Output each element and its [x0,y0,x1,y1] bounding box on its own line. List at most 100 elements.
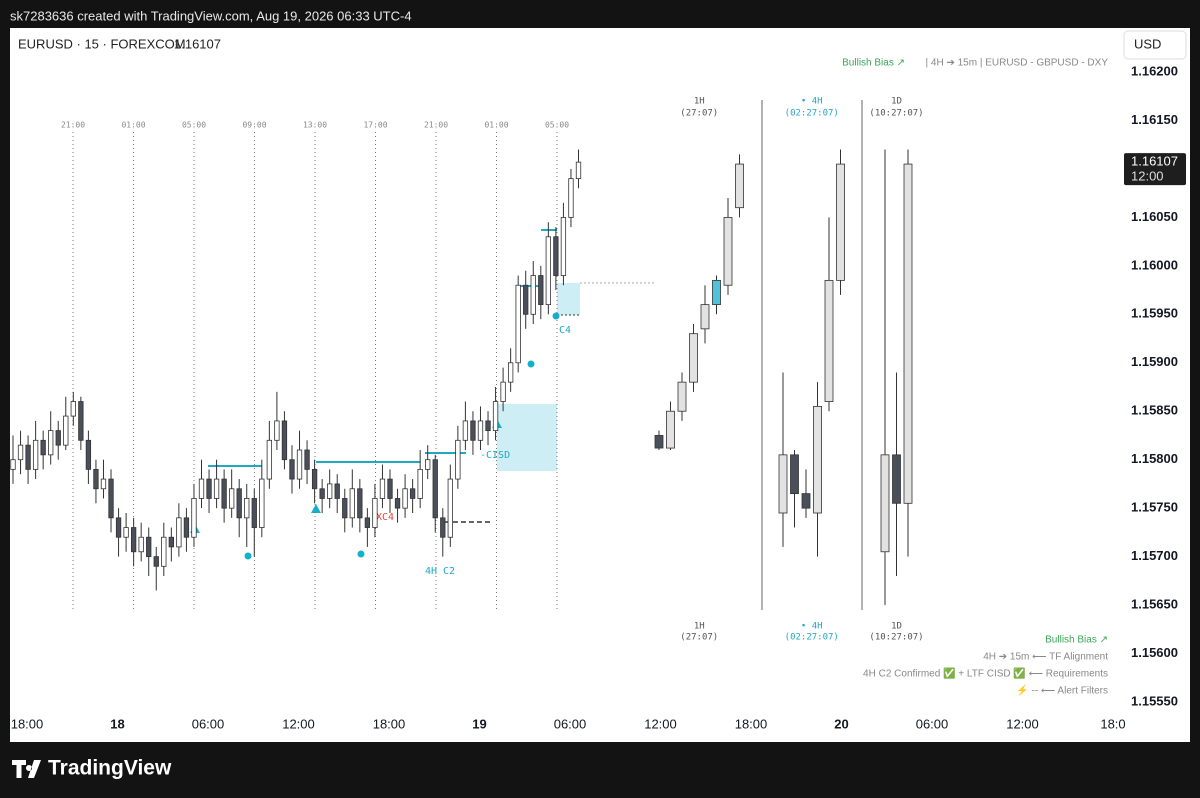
candle-body [206,478,212,499]
brand: TradingView [48,757,172,780]
candle-body [327,483,333,499]
panel-timer: (27:07) [680,633,718,643]
candle-body [161,536,167,567]
fvg-box [497,404,557,471]
candle-body [500,381,506,402]
cisd-label: -CISD [480,450,510,461]
candle-body [221,478,227,509]
panel-label: • 4H [801,622,823,632]
candle-body [198,478,205,499]
session-label: 17:00 [363,121,387,130]
candle-body [32,439,39,470]
candle-body [462,420,469,441]
candle-body [55,430,61,446]
candle-body [470,420,476,441]
top-bias: Bullish Bias ↗ [842,58,905,69]
candle-body [213,478,220,499]
candle-body [93,468,99,490]
candle-body [108,478,114,519]
candle-body [251,498,257,528]
last-price: 1.16107 [174,36,221,51]
candle-body [40,439,46,456]
panel-label: 1D [891,97,902,107]
candle-body [100,478,107,490]
candle-body [25,444,31,470]
candle-body [447,478,453,538]
price-box [1124,153,1186,186]
note-line: 4H C2 Confirmed ✅ + LTF CISD ✅ ⟵ Require… [863,667,1108,680]
time-label: 06:00 [916,716,949,731]
candle-body [281,420,288,461]
candle-body [568,178,574,218]
candle-body [379,478,386,499]
candle-body [417,468,423,499]
candle-body [63,415,69,446]
candle-body [523,284,529,315]
panel-timer: (10:27:07) [869,633,923,643]
panel-timer: (02:27:07) [785,109,839,119]
candle-body [78,401,84,441]
candle-body [432,459,438,519]
candle-body [409,488,416,499]
price-box-timer: 12:00 [1131,169,1164,184]
candle-body [342,498,348,519]
candle-body [153,556,159,567]
candle-body [70,401,76,417]
panel-timer: (27:07) [680,109,718,119]
candle-body [183,517,190,538]
time-label: 18 [110,716,124,731]
chart-area [10,28,1190,742]
candle-body [85,439,92,470]
signal-triangle [311,504,321,513]
candle-body [575,161,582,180]
price-label: 1.16200 [1131,63,1178,78]
time-label: 06:00 [554,716,587,731]
c2-label: 4H C2 [425,566,455,577]
candle-body [229,488,235,509]
candle-body [191,498,197,538]
time-label: 12:00 [644,716,677,731]
currency-button[interactable] [1123,30,1187,60]
candle-body [259,478,265,528]
candle-body [880,454,890,553]
symbol: EURUSD · 15 · FOREXCOM [18,36,186,51]
c4-label: C4 [559,325,571,336]
panel-timer: (02:27:07) [785,633,839,643]
candle-body [334,483,340,499]
candle-body [138,536,144,553]
panel-timer: (10:27:07) [869,109,923,119]
signal-dot [552,312,560,320]
price-label: 1.16000 [1131,257,1178,272]
price-label: 1.16150 [1131,112,1178,127]
session-label: 01:00 [121,121,145,130]
candle-body [168,536,174,548]
candle-body [507,362,514,383]
candle-body [689,333,698,383]
candle-body [296,449,303,480]
price-label: 1.15850 [1131,403,1178,418]
candle-body [455,439,461,480]
candle-body [364,517,371,528]
bottom-bias: Bullish Bias ↗ [1045,635,1108,646]
candle-body [892,454,901,504]
session-label: 13:00 [303,121,327,130]
candle-body [372,498,378,528]
candle-body [387,478,393,499]
candle-body [123,527,129,538]
time-label: 18:00 [735,716,768,731]
candle-body [477,420,484,441]
candle-body [10,459,16,470]
time-label: 06:00 [192,716,225,731]
session-label: 05:00 [182,121,206,130]
candle-body [394,498,401,509]
price-label: 1.15600 [1131,645,1178,660]
time-label: 19 [472,716,486,731]
panel-label: 1D [891,622,902,632]
candle-body [274,420,280,441]
candle-body [485,420,491,432]
price-label: 1.15900 [1131,354,1178,369]
candle-body [813,405,822,514]
candle-body [545,236,551,306]
panel-label: 1H [694,97,705,107]
price-label: 1.15800 [1131,451,1178,466]
